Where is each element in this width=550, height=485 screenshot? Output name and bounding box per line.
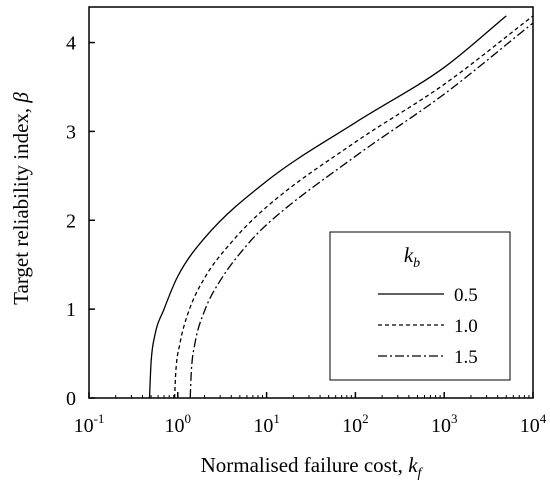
legend: kb 0.5 1.0 1.5 — [329, 231, 511, 381]
x-tick-label: 102 — [342, 411, 369, 437]
y-axis-label: Target reliability index, β — [9, 92, 33, 305]
legend-title: kb — [404, 243, 420, 271]
series-line-1 — [148, 15, 507, 399]
legend-box — [329, 231, 511, 381]
y-tick-label: 1 — [66, 299, 76, 321]
y-tick-label: 2 — [66, 210, 76, 232]
y-tick-label: 3 — [66, 121, 76, 143]
x-tick-label: 101 — [253, 411, 280, 437]
x-tick-label: 100 — [165, 411, 192, 437]
series-line-3 — [189, 22, 534, 399]
legend-label-1: 0.5 — [454, 285, 478, 306]
plot-frame — [88, 6, 534, 399]
x-tick-label: 103 — [431, 411, 458, 437]
x-tick-label: 104 — [520, 411, 547, 437]
x-tick-label: 10-1 — [74, 411, 105, 437]
y-tick-label: 0 — [66, 388, 76, 410]
legend-label-3: 1.5 — [454, 347, 478, 368]
legend-label-2: 1.0 — [454, 316, 478, 337]
legend-entries: 0.5 1.0 1.5 — [378, 285, 478, 368]
curves-layer — [148, 15, 534, 399]
y-tick-label: 4 — [66, 33, 76, 55]
y-axis: 0 1 2 3 4 — [66, 33, 95, 410]
x-axis: 10-1 100 101 102 103 104 — [74, 392, 547, 437]
x-axis-label: Normalised failure cost, kf — [201, 453, 424, 481]
series-line-2 — [173, 15, 534, 399]
